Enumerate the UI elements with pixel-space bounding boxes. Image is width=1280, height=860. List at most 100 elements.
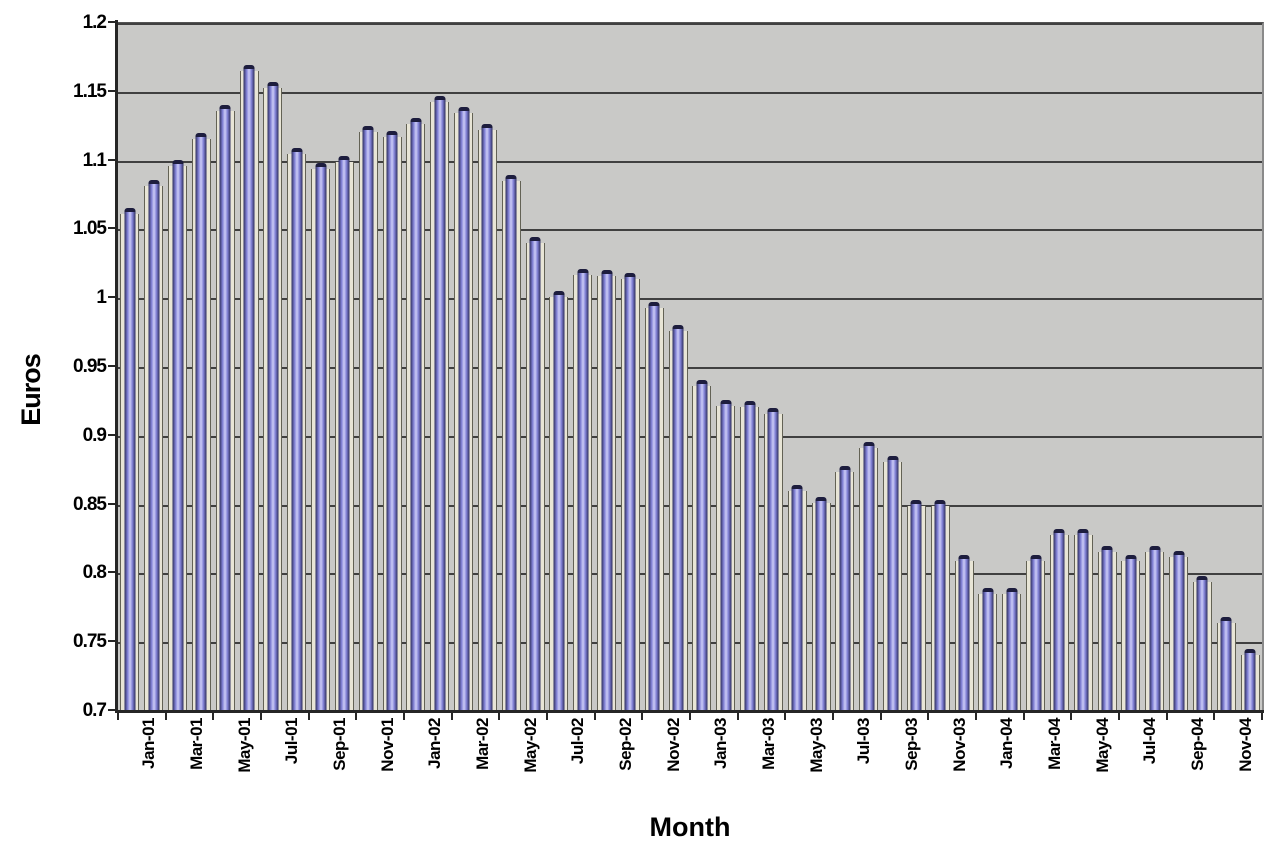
x-axis-tick (450, 712, 453, 720)
x-axis-tick-label: May-04 (1092, 718, 1112, 773)
bar-Mar-03 (740, 401, 760, 712)
bar-Feb-01 (144, 179, 164, 712)
bar-Mar-01 (168, 160, 188, 712)
bar-core (577, 268, 589, 712)
x-axis-tick (927, 712, 930, 720)
bar-Dec-04 (1240, 648, 1260, 712)
y-axis-tick (108, 709, 116, 711)
gridline (118, 573, 1262, 576)
x-axis-tick-label: Nov-03 (949, 718, 969, 772)
x-axis-tick-label: Jan-04 (997, 718, 1017, 769)
bar-Jun-03 (811, 497, 831, 712)
x-axis-tick (879, 712, 882, 720)
gridline (118, 23, 1262, 25)
gridline (118, 642, 1262, 645)
bar-Sep-03 (883, 456, 903, 712)
x-axis-tick-label: Sep-02 (616, 718, 636, 771)
x-axis-tick (1070, 712, 1073, 720)
bar-core (434, 95, 446, 712)
bar-Nov-01 (358, 125, 378, 712)
bar-core (1149, 545, 1161, 712)
x-axis-tick (260, 712, 262, 720)
gridline (118, 91, 1262, 94)
bar-Dec-02 (668, 325, 688, 712)
bar-core (1244, 648, 1256, 712)
bar-core (219, 105, 231, 712)
bar-Dec-03 (954, 555, 974, 712)
x-axis-tick (355, 712, 358, 720)
bar-Sep-02 (597, 270, 617, 712)
bar-core (124, 208, 136, 712)
bar-Jan-04 (978, 588, 998, 712)
bar-core (934, 500, 946, 712)
y-axis-tick-label: 0.7 (82, 700, 107, 721)
gridline (118, 298, 1262, 301)
bar-core (791, 484, 803, 712)
x-axis-tick-label: Mar-01 (187, 718, 207, 770)
bar-May-01 (215, 105, 235, 712)
x-axis-tick (1261, 712, 1263, 720)
x-axis-tick-label: Sep-01 (330, 718, 350, 771)
y-axis-tick (108, 571, 116, 574)
bar-Apr-02 (477, 124, 497, 712)
bar-Apr-03 (763, 407, 783, 712)
x-axis-tick-label: Jan-02 (425, 718, 445, 769)
bar-core (887, 456, 899, 712)
bar-Aug-02 (573, 268, 593, 712)
x-axis-tick-label: Nov-02 (663, 718, 683, 772)
bar-core (1053, 529, 1065, 712)
x-axis-tick (117, 712, 119, 720)
bar-core (1196, 575, 1208, 712)
y-axis-tick-label: 1.1 (82, 149, 107, 171)
y-axis-tick-label: 0.95 (73, 356, 107, 377)
bar-core (863, 442, 875, 712)
bar-core (362, 125, 374, 712)
bar-Nov-04 (1216, 617, 1236, 712)
bar-Aug-03 (859, 442, 879, 712)
x-axis-tick (546, 712, 548, 720)
x-axis-tick (736, 712, 739, 720)
x-axis-tick (975, 712, 977, 720)
bar-core (696, 380, 708, 712)
bar-Nov-02 (644, 301, 664, 712)
x-axis-tick (1118, 712, 1120, 720)
bar-Jul-01 (263, 81, 283, 712)
plot-area (118, 22, 1264, 712)
bar-Jul-02 (549, 290, 569, 712)
bar-Aug-04 (1145, 545, 1165, 712)
bar-core (458, 106, 470, 712)
y-axis-tick (108, 21, 116, 23)
y-axis-line (115, 20, 118, 712)
x-axis-tick (784, 712, 787, 720)
x-axis-tick (689, 712, 691, 720)
bar-Oct-02 (620, 273, 640, 712)
bar-core (1006, 588, 1018, 712)
gridline (118, 504, 1262, 507)
bar-core (267, 81, 279, 712)
x-axis-tick (641, 712, 644, 720)
y-axis-tick (108, 365, 116, 367)
y-axis-tick-label: 1.2 (82, 12, 107, 33)
x-axis-line (115, 710, 1264, 713)
bar-core (386, 131, 398, 712)
bar-core (720, 399, 732, 712)
y-axis-tick (108, 640, 116, 643)
bar-core (744, 401, 756, 712)
bar-Dec-01 (382, 131, 402, 712)
bar-Apr-01 (191, 132, 211, 712)
bar-Feb-02 (430, 95, 450, 712)
y-axis-tick (108, 433, 116, 436)
bar-May-04 (1073, 529, 1093, 712)
gridline (118, 160, 1262, 163)
bar-Sep-04 (1169, 551, 1189, 712)
x-axis-tick-label: May-01 (234, 718, 254, 773)
bar-Mar-02 (454, 106, 474, 712)
x-axis-tick-label: Jan-01 (139, 718, 159, 769)
bar-Apr-04 (1049, 529, 1069, 712)
bar-core (1101, 545, 1113, 712)
x-axis-tick-label: Jul-01 (282, 718, 302, 765)
bar-Oct-03 (906, 500, 926, 712)
y-axis-title: Euros (16, 354, 46, 426)
bar-core (958, 555, 970, 712)
